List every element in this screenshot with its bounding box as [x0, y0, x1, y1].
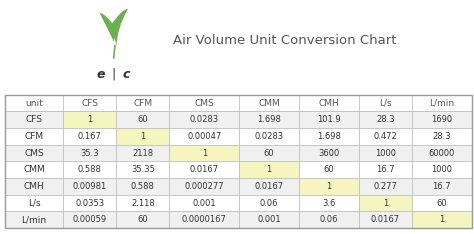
Text: 1690: 1690 — [431, 115, 452, 124]
Text: 0.0283: 0.0283 — [190, 115, 219, 124]
Text: 101.9: 101.9 — [317, 115, 341, 124]
Text: 28.3: 28.3 — [376, 115, 394, 124]
Text: 0.001: 0.001 — [257, 215, 281, 224]
Text: 16.7: 16.7 — [376, 165, 394, 174]
Text: CFS: CFS — [81, 99, 98, 108]
Text: 35.35: 35.35 — [131, 165, 155, 174]
Text: unit: unit — [25, 99, 43, 108]
Text: CMM: CMM — [23, 165, 45, 174]
Text: CMM: CMM — [258, 99, 280, 108]
Text: L/min: L/min — [429, 99, 454, 108]
Text: 60000: 60000 — [428, 149, 455, 158]
Text: CMH: CMH — [319, 99, 339, 108]
Text: 0.00047: 0.00047 — [187, 132, 221, 141]
Text: 0.277: 0.277 — [374, 182, 397, 191]
Text: CFS: CFS — [26, 115, 43, 124]
Text: 1: 1 — [202, 149, 207, 158]
Text: 1: 1 — [383, 199, 388, 208]
Text: L/s: L/s — [379, 99, 392, 108]
Text: 1.698: 1.698 — [257, 115, 281, 124]
Text: CMS: CMS — [194, 99, 214, 108]
Text: 0.472: 0.472 — [374, 132, 397, 141]
Text: 0.00059: 0.00059 — [73, 215, 107, 224]
Text: CFM: CFM — [133, 99, 153, 108]
Text: 1: 1 — [326, 182, 331, 191]
Text: 0.167: 0.167 — [78, 132, 102, 141]
Text: 1: 1 — [439, 215, 444, 224]
Text: L/s: L/s — [27, 199, 40, 208]
Text: 3.6: 3.6 — [322, 199, 336, 208]
Text: 2118: 2118 — [132, 149, 154, 158]
Text: 60: 60 — [264, 149, 274, 158]
Text: 60: 60 — [437, 199, 447, 208]
Text: L/min: L/min — [21, 215, 46, 224]
Text: 0.588: 0.588 — [131, 182, 155, 191]
Text: CFM: CFM — [24, 132, 44, 141]
Text: 60: 60 — [324, 165, 334, 174]
Text: 0.0353: 0.0353 — [75, 199, 104, 208]
Text: |: | — [112, 68, 116, 81]
Text: 0.0167: 0.0167 — [190, 165, 219, 174]
PathPatch shape — [111, 9, 128, 46]
Text: CMS: CMS — [24, 149, 44, 158]
Text: 1: 1 — [87, 115, 92, 124]
Text: c: c — [123, 68, 130, 81]
Text: e: e — [97, 68, 106, 81]
Text: 60: 60 — [137, 215, 148, 224]
Text: 0.001: 0.001 — [192, 199, 216, 208]
Text: 0.00981: 0.00981 — [73, 182, 107, 191]
Text: 1000: 1000 — [431, 165, 452, 174]
Text: 16.7: 16.7 — [432, 182, 451, 191]
Text: 1000: 1000 — [375, 149, 396, 158]
Text: 0.000277: 0.000277 — [184, 182, 224, 191]
Text: 1: 1 — [140, 132, 146, 141]
Text: 0.588: 0.588 — [78, 165, 102, 174]
Text: 0.06: 0.06 — [260, 199, 278, 208]
Text: 0.0283: 0.0283 — [255, 132, 283, 141]
Text: 0.0167: 0.0167 — [255, 182, 283, 191]
Text: Air Volume Unit Conversion Chart: Air Volume Unit Conversion Chart — [173, 34, 396, 48]
PathPatch shape — [100, 13, 117, 41]
Text: 2.118: 2.118 — [131, 199, 155, 208]
Text: 3600: 3600 — [318, 149, 339, 158]
Text: 1: 1 — [266, 165, 272, 174]
Text: 1.698: 1.698 — [317, 132, 341, 141]
Text: 0.0000167: 0.0000167 — [182, 215, 227, 224]
Text: CMH: CMH — [24, 182, 45, 191]
Text: 60: 60 — [137, 115, 148, 124]
Text: 35.3: 35.3 — [81, 149, 99, 158]
Text: 0.0167: 0.0167 — [371, 215, 400, 224]
Text: 0.06: 0.06 — [319, 215, 338, 224]
Text: 28.3: 28.3 — [432, 132, 451, 141]
